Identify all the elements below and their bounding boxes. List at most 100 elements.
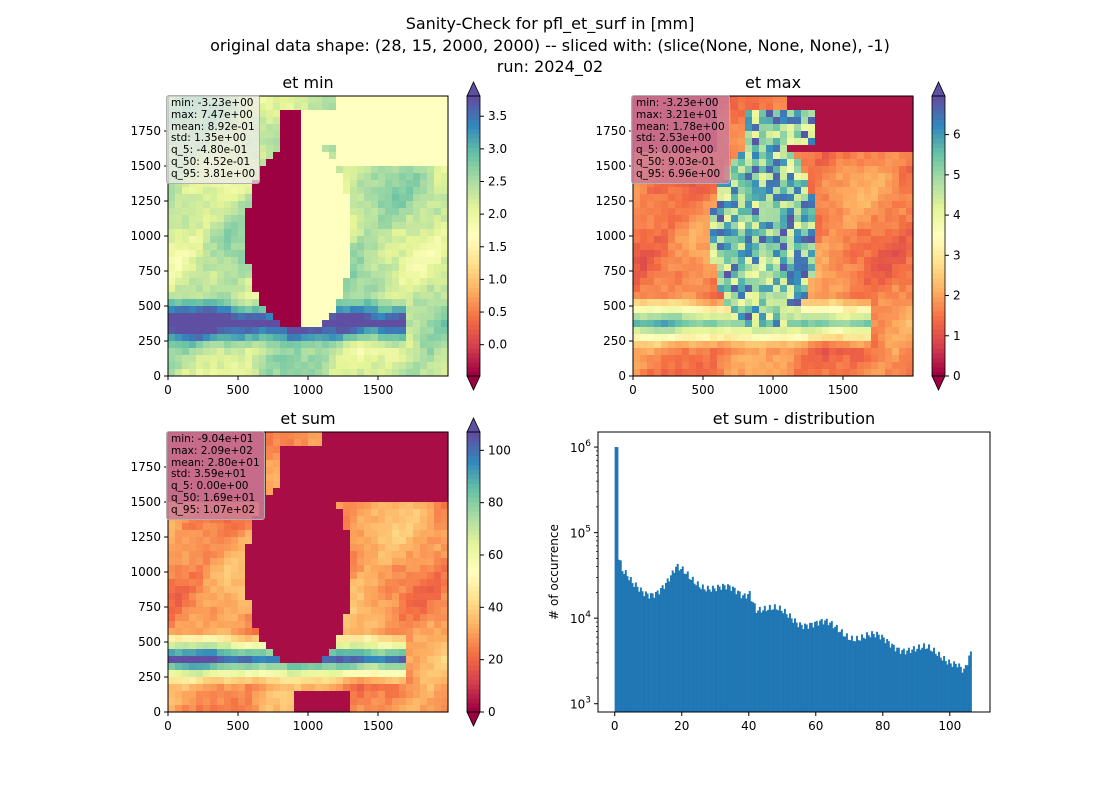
heatmap-cell <box>329 124 337 132</box>
heatmap-cell <box>336 551 344 559</box>
heatmap-cell <box>364 166 372 174</box>
heatmap-cell <box>892 145 900 153</box>
heatmap-cell <box>280 495 288 503</box>
heatmap-cell <box>287 229 295 237</box>
heatmap-cell <box>280 467 288 475</box>
heatmap-cell <box>273 705 281 713</box>
y-tick-label: 1500 <box>595 159 626 173</box>
heatmap-cell <box>343 306 351 314</box>
heatmap-cell <box>759 320 767 328</box>
heatmap-cell <box>329 355 337 363</box>
heatmap-cell <box>196 320 204 328</box>
heatmap-cell <box>259 544 267 552</box>
heatmap-cell <box>357 327 365 335</box>
heatmap-cell <box>794 243 802 251</box>
heatmap-cell <box>385 663 393 671</box>
heatmap-cell <box>413 292 421 300</box>
heatmap-cell <box>406 474 414 482</box>
heatmap-cell <box>717 187 725 195</box>
heatmap-cell <box>301 159 309 167</box>
heatmap-cell <box>231 621 239 629</box>
heatmap-cell <box>843 313 851 321</box>
heatmap-cell <box>836 250 844 258</box>
heatmap-cell <box>371 320 379 328</box>
colorbar-segment <box>467 198 480 204</box>
heatmap-cell <box>168 341 176 349</box>
heatmap-cell <box>675 264 683 272</box>
heatmap-cell <box>287 698 295 706</box>
heatmap-cell <box>343 635 351 643</box>
heatmap-cell <box>654 222 662 230</box>
heatmap-cell <box>280 138 288 146</box>
heatmap-cell <box>266 299 274 307</box>
heatmap-cell <box>168 600 176 608</box>
heatmap-cell <box>350 229 358 237</box>
heatmap-cell <box>878 285 886 293</box>
heatmap-cell <box>378 96 386 104</box>
heatmap-cell <box>294 362 302 370</box>
heatmap-cell <box>357 180 365 188</box>
heatmap-cell <box>696 334 704 342</box>
heatmap-cell <box>329 446 337 454</box>
heatmap-cell <box>294 502 302 510</box>
heatmap-cell <box>406 229 414 237</box>
heatmap-cell <box>203 243 211 251</box>
heatmap-cell <box>892 222 900 230</box>
heatmap-cell <box>406 495 414 503</box>
heatmap-cell <box>203 292 211 300</box>
heatmap-cell <box>899 124 907 132</box>
heatmap-cell <box>252 278 260 286</box>
heatmap-cell <box>434 173 442 181</box>
heatmap-cell <box>329 481 337 489</box>
heatmap-cell <box>259 621 267 629</box>
heatmap-cell <box>731 187 739 195</box>
heatmap-cell <box>196 698 204 706</box>
heatmap-cell <box>406 124 414 132</box>
heatmap-cell <box>175 264 183 272</box>
heatmap-cell <box>280 621 288 629</box>
heatmap-cell <box>329 96 337 104</box>
heatmap-cell <box>175 208 183 216</box>
heatmap-cell <box>892 215 900 223</box>
heatmap-cell <box>427 278 435 286</box>
heatmap-cell <box>647 299 655 307</box>
heatmap-cell <box>710 180 718 188</box>
heatmap-cell <box>406 565 414 573</box>
heatmap-cell <box>217 642 225 650</box>
heatmap-cell <box>731 299 739 307</box>
heatmap-cell <box>301 348 309 356</box>
heatmap-cell <box>217 621 225 629</box>
heatmap-cell <box>168 278 176 286</box>
heatmap-cell <box>822 341 830 349</box>
heatmap-cell <box>371 313 379 321</box>
heatmap-cell <box>413 334 421 342</box>
heatmap-cell <box>252 292 260 300</box>
heatmap-cell <box>654 334 662 342</box>
heatmap-cell <box>892 194 900 202</box>
heatmap-cell <box>392 502 400 510</box>
heatmap-cell <box>378 292 386 300</box>
heatmap-cell <box>731 250 739 258</box>
heatmap-cell <box>385 348 393 356</box>
heatmap-cell <box>238 628 246 636</box>
heatmap-cell <box>189 586 197 594</box>
heatmap-cell <box>829 292 837 300</box>
heatmap-cell <box>231 523 239 531</box>
heatmap-cell <box>801 103 809 111</box>
heatmap-cell <box>675 285 683 293</box>
heatmap-cell <box>441 131 449 139</box>
heatmap-cell <box>231 642 239 650</box>
heatmap-cell <box>210 642 218 650</box>
heatmap-cell <box>203 649 211 657</box>
heatmap-cell <box>364 502 372 510</box>
heatmap-cell <box>322 187 330 195</box>
heatmap-cell <box>661 299 669 307</box>
heatmap-cell <box>329 670 337 678</box>
colorbar-segment <box>932 273 945 279</box>
heatmap-cell <box>182 684 190 692</box>
heatmap-cell <box>217 670 225 678</box>
heatmap-cell <box>245 285 253 293</box>
heatmap-cell <box>696 348 704 356</box>
heatmap-cell <box>294 110 302 118</box>
heatmap-cell <box>836 278 844 286</box>
